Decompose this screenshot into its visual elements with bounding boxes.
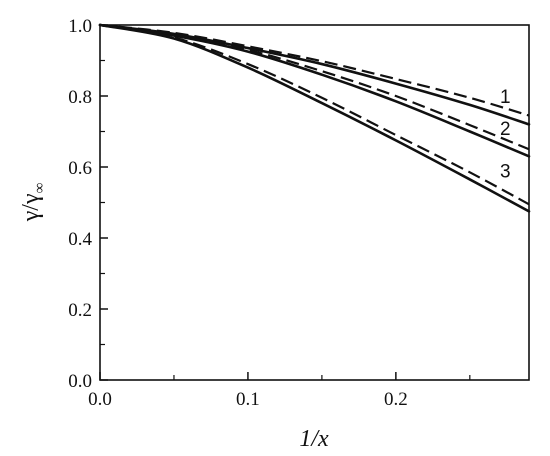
curve-2-dashed: [99, 23, 530, 151]
curve-3-solid: [98, 23, 531, 213]
x-tick-label: 0.2: [384, 389, 408, 410]
axis-ticks: [99, 24, 471, 381]
y-axis-title: γ/γ∞: [18, 183, 48, 223]
y-tick-label: 0.8: [68, 87, 92, 108]
y-tick-label: 0.6: [68, 158, 92, 179]
y-tick-label: 1.0: [68, 16, 92, 37]
y-tick-label: 0.0: [68, 371, 92, 392]
curve-1-solid: [98, 23, 531, 126]
plot-frame: [99, 24, 530, 381]
x-tick-label: 0.1: [236, 389, 260, 410]
curve-1-dashed: [99, 23, 530, 117]
tick-labels: 0.0 0.1 0.2 0.0 0.2 0.4 0.6 0.8 1.0: [68, 16, 407, 410]
x-axis-title: 1/x: [299, 426, 329, 452]
x-tick-label: 0.0: [88, 389, 112, 410]
curve-label-2: 2: [500, 119, 511, 140]
y-tick-label: 0.4: [68, 229, 92, 250]
curve-3-dashed: [99, 23, 530, 206]
y-tick-label: 0.2: [68, 300, 92, 321]
curve-label-3: 3: [500, 162, 511, 183]
curve-2-solid: [98, 23, 531, 158]
curve-labels: 1 2 3: [500, 87, 511, 183]
curves: [98, 23, 531, 213]
curve-label-1: 1: [500, 87, 511, 108]
